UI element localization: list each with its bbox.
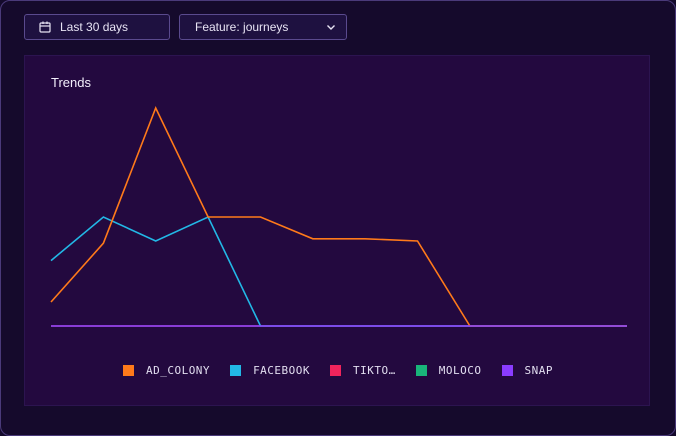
legend-swatch — [230, 365, 242, 376]
series-line-facebook — [50, 215, 627, 327]
date-range-filter[interactable]: Last 30 days — [24, 14, 170, 40]
legend-label: AD_COLONY — [145, 364, 211, 377]
feature-select[interactable]: Feature: journeys — [179, 14, 347, 40]
chevron-down-icon — [327, 25, 335, 30]
legend-label: TIKTO… — [353, 364, 396, 377]
legend-label: FACEBOOK — [253, 364, 311, 377]
legend-item[interactable]: FACEBOOK — [230, 364, 310, 377]
legend-label: SNAP — [524, 364, 554, 377]
legend-item[interactable]: SNAP — [501, 364, 554, 377]
date-range-label: Last 30 days — [60, 20, 129, 34]
legend-swatch — [122, 365, 134, 376]
panel-title: Trends — [51, 75, 91, 90]
legend-swatch — [501, 365, 513, 376]
trends-panel: Trends AD_COLONY FACEBOOK TIKTO… MOLOCO SNAP — [24, 55, 650, 406]
chart-legend: AD_COLONY FACEBOOK TIKTO… MOLOCO SNAP — [25, 364, 651, 377]
calendar-icon — [39, 21, 51, 33]
trends-chart — [50, 105, 627, 327]
legend-item[interactable]: AD_COLONY — [122, 364, 211, 377]
legend-swatch — [330, 365, 342, 376]
series-line-ad-colony — [50, 105, 627, 327]
legend-label: MOLOCO — [438, 364, 482, 377]
legend-swatch — [415, 365, 427, 376]
legend-item[interactable]: TIKTO… — [330, 364, 396, 377]
legend-item[interactable]: MOLOCO — [415, 364, 482, 377]
feature-select-label: Feature: journeys — [195, 20, 289, 34]
